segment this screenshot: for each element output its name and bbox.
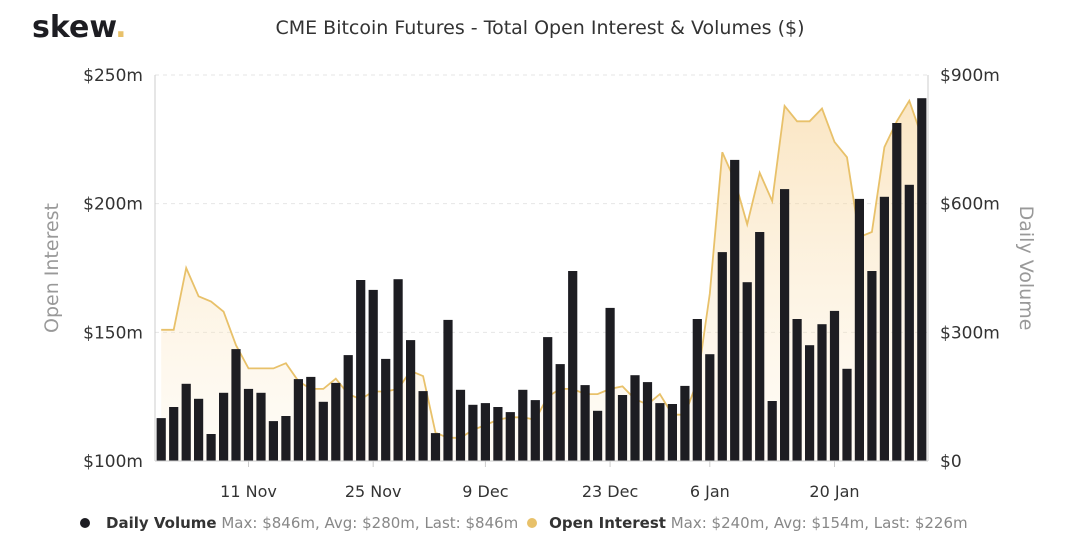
right-tick-label: $900m bbox=[940, 66, 1000, 86]
volume-bar bbox=[268, 421, 278, 461]
legend-bullet-icon bbox=[80, 518, 90, 528]
x-tick-label: 6 Jan bbox=[690, 482, 730, 501]
volume-bar bbox=[406, 340, 416, 461]
volume-bar bbox=[817, 324, 827, 461]
volume-bar bbox=[194, 398, 204, 461]
right-tick-label: $300m bbox=[940, 323, 1000, 343]
volume-bar bbox=[730, 159, 740, 461]
volume-bar bbox=[593, 410, 603, 461]
volume-bar bbox=[181, 383, 191, 461]
left-tick-label: $100m bbox=[83, 452, 143, 472]
volume-bar bbox=[904, 184, 914, 462]
volume-bar bbox=[555, 364, 565, 461]
right-tick-label: $600m bbox=[940, 195, 1000, 215]
volume-bar bbox=[293, 379, 303, 461]
volume-bar bbox=[705, 354, 715, 461]
legend-item-open-interest[interactable]: Open Interest Max: $240m, Avg: $154m, La… bbox=[527, 514, 968, 532]
volume-bar bbox=[343, 355, 353, 461]
volume-bar bbox=[667, 404, 677, 461]
legend-bullet-icon bbox=[527, 518, 538, 528]
volume-bar bbox=[892, 123, 902, 461]
volume-bar bbox=[306, 376, 316, 461]
volume-bar bbox=[854, 198, 864, 461]
volume-bar bbox=[767, 401, 777, 461]
right-axis-title: Daily Volume bbox=[1015, 206, 1037, 331]
open-interest-line bbox=[161, 98, 923, 439]
volume-bar bbox=[580, 385, 590, 461]
legend: Daily Volume Max: $846m, Avg: $280m, Las… bbox=[80, 514, 972, 532]
logo-dot: . bbox=[115, 10, 127, 45]
volume-bar bbox=[318, 401, 328, 461]
volume-bar bbox=[418, 391, 428, 461]
volume-bar bbox=[717, 252, 727, 461]
left-tick-label: $150m bbox=[83, 323, 143, 343]
logo-text: skew bbox=[32, 10, 116, 45]
volume-bar bbox=[917, 98, 927, 461]
volume-bar bbox=[455, 389, 466, 461]
volume-bar bbox=[605, 307, 615, 461]
volume-bar bbox=[742, 282, 752, 461]
volume-bar bbox=[505, 412, 515, 461]
volume-bar bbox=[206, 434, 216, 461]
volume-bar bbox=[792, 319, 802, 461]
volume-bar bbox=[642, 382, 653, 461]
volume-bar bbox=[169, 407, 179, 461]
volume-bar bbox=[219, 392, 229, 461]
left-axis-title: Open Interest bbox=[41, 203, 63, 333]
volume-bar bbox=[381, 358, 391, 461]
volume-bar bbox=[156, 418, 166, 461]
skew-logo: skew. bbox=[32, 10, 127, 45]
x-tick-label: 23 Dec bbox=[582, 482, 638, 501]
volume-bar bbox=[530, 400, 540, 461]
volume-bar bbox=[331, 382, 341, 461]
volume-bar bbox=[393, 279, 403, 461]
volume-bar bbox=[630, 375, 640, 461]
legend-item-daily-volume[interactable]: Daily Volume Max: $846m, Avg: $280m, Las… bbox=[80, 514, 518, 532]
volume-bar bbox=[480, 403, 490, 461]
volume-bar bbox=[780, 189, 790, 461]
volume-bar bbox=[842, 368, 852, 461]
right-tick-label: $0 bbox=[940, 452, 962, 472]
volume-bar bbox=[568, 271, 578, 461]
chart-title: CME Bitcoin Futures - Total Open Interes… bbox=[275, 17, 805, 39]
legend-name: Daily Volume bbox=[106, 514, 217, 532]
x-tick-label: 20 Jan bbox=[809, 482, 859, 501]
x-tick-label: 25 Nov bbox=[345, 482, 402, 501]
volume-bar bbox=[368, 289, 378, 461]
volume-bar bbox=[281, 416, 291, 461]
volume-bar bbox=[879, 196, 889, 462]
volume-bar bbox=[805, 345, 815, 461]
legend-stats: Max: $240m, Avg: $154m, Last: $226m bbox=[670, 514, 968, 532]
volume-bar bbox=[443, 319, 453, 461]
volume-bar bbox=[430, 433, 441, 461]
volume-bar bbox=[243, 388, 254, 461]
volume-bar bbox=[468, 404, 478, 461]
volume-bar bbox=[680, 385, 690, 461]
volume-bar bbox=[829, 310, 840, 461]
volume-bar bbox=[755, 232, 765, 461]
volume-bar bbox=[256, 392, 266, 461]
volume-bar bbox=[231, 349, 241, 461]
legend-stats: Max: $846m, Avg: $280m, Last: $846m bbox=[221, 514, 519, 532]
volume-bar bbox=[518, 389, 528, 461]
volume-bar bbox=[356, 280, 366, 461]
volume-bar bbox=[655, 403, 665, 461]
volume-bar bbox=[543, 337, 553, 461]
x-tick-label: 11 Nov bbox=[220, 482, 277, 501]
legend-name: Open Interest bbox=[549, 514, 666, 532]
volume-bar bbox=[692, 319, 702, 461]
volume-bar bbox=[617, 395, 628, 461]
left-tick-label: $250m bbox=[83, 66, 143, 86]
left-tick-label: $200m bbox=[83, 195, 143, 215]
volume-bar bbox=[493, 407, 503, 461]
volume-bar bbox=[867, 271, 877, 461]
x-tick-label: 9 Dec bbox=[462, 482, 508, 501]
